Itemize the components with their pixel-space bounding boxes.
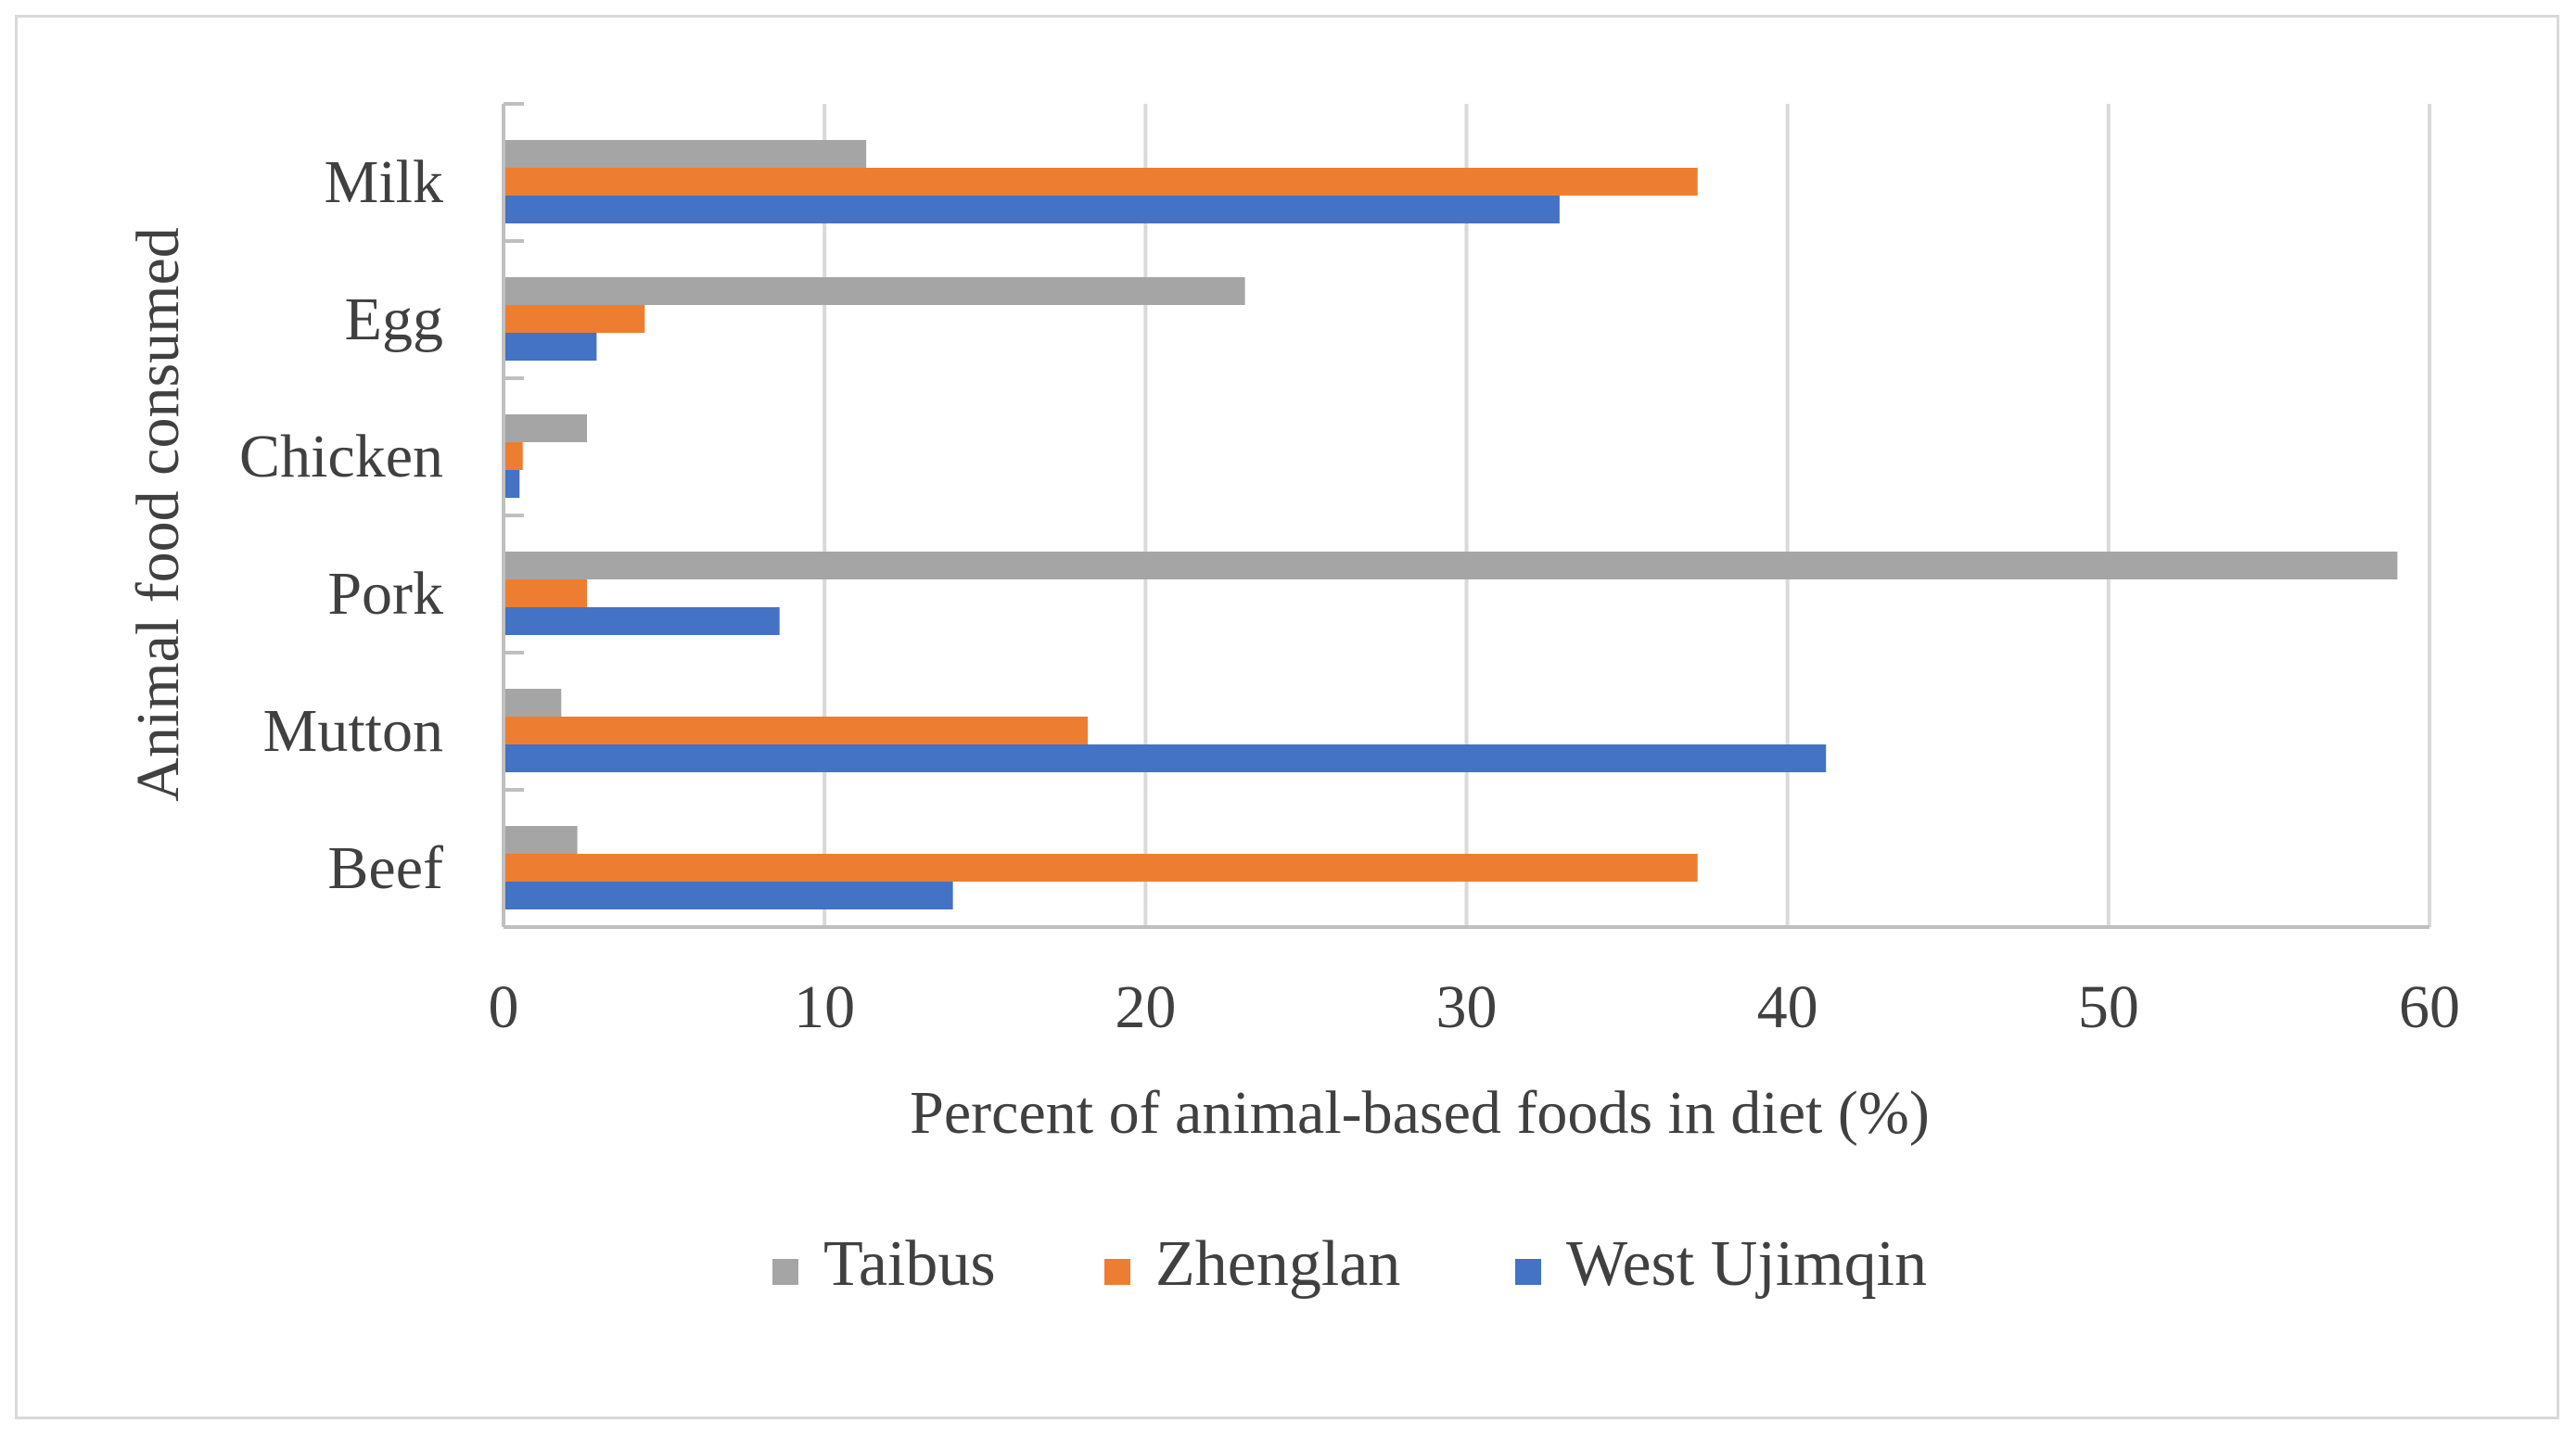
x-tick-label: 20 (1115, 973, 1176, 1041)
x-tick-label: 10 (794, 973, 855, 1041)
axis-labels: 0 10 20 30 40 50 60 Milk Egg Chicken Pork Mutton Bee… (239, 148, 2460, 1041)
y-tick-label: Beef (327, 834, 443, 902)
bar-zhenglan-mutton (504, 717, 1089, 744)
legend-swatch-taibus (772, 1259, 798, 1285)
bar-west-ujimqin-pork (504, 607, 780, 635)
bar-west-ujimqin-beef (504, 882, 953, 909)
legend-label: Zhenglan (1155, 1228, 1400, 1300)
y-tick-label: Pork (327, 560, 443, 628)
y-tick-label: Egg (345, 286, 443, 353)
legend-swatch-zhenglan (1104, 1259, 1130, 1285)
bar-west-ujimqin-chicken (504, 470, 520, 498)
y-tick-label: Mutton (263, 697, 443, 765)
bar-zhenglan-chicken (504, 442, 523, 470)
bar-zhenglan-beef (504, 854, 1698, 882)
x-axis-title: Percent of animal-based foods in diet (%… (910, 1079, 1930, 1147)
bar-west-ujimqin-egg (504, 333, 597, 361)
bar-west-ujimqin-milk (504, 196, 1560, 223)
bar-taibus-pork (504, 552, 2398, 579)
axes (502, 102, 2429, 929)
x-tick-label: 60 (2399, 973, 2460, 1041)
bars (504, 140, 2398, 909)
bar-taibus-mutton (504, 689, 562, 717)
legend-label: West Ujimqin (1566, 1228, 1927, 1300)
legend-swatch-west-ujimqin (1515, 1259, 1541, 1285)
legend-label: Taibus (823, 1228, 996, 1300)
x-tick-label: 50 (2078, 973, 2139, 1041)
bar-zhenglan-egg (504, 305, 645, 333)
x-tick-label: 30 (1436, 973, 1498, 1041)
y-tick-label: Chicken (239, 423, 443, 490)
bar-taibus-egg (504, 277, 1245, 305)
bar-taibus-milk (504, 140, 867, 168)
bar-taibus-beef (504, 826, 578, 854)
bar-taibus-chicken (504, 414, 588, 442)
bar-west-ujimqin-mutton (504, 744, 1827, 772)
chart-frame (15, 15, 2559, 1419)
gridlines (823, 104, 2431, 927)
x-tick-label: 0 (489, 973, 519, 1041)
y-tick-label: Milk (325, 148, 443, 216)
bar-zhenglan-pork (504, 579, 588, 607)
y-axis-title: Animal food consumed (124, 227, 192, 802)
bar-zhenglan-milk (504, 168, 1698, 196)
legend: Taibus Zhenglan West Ujimqin (772, 1228, 1927, 1300)
x-tick-label: 40 (1757, 973, 1818, 1041)
